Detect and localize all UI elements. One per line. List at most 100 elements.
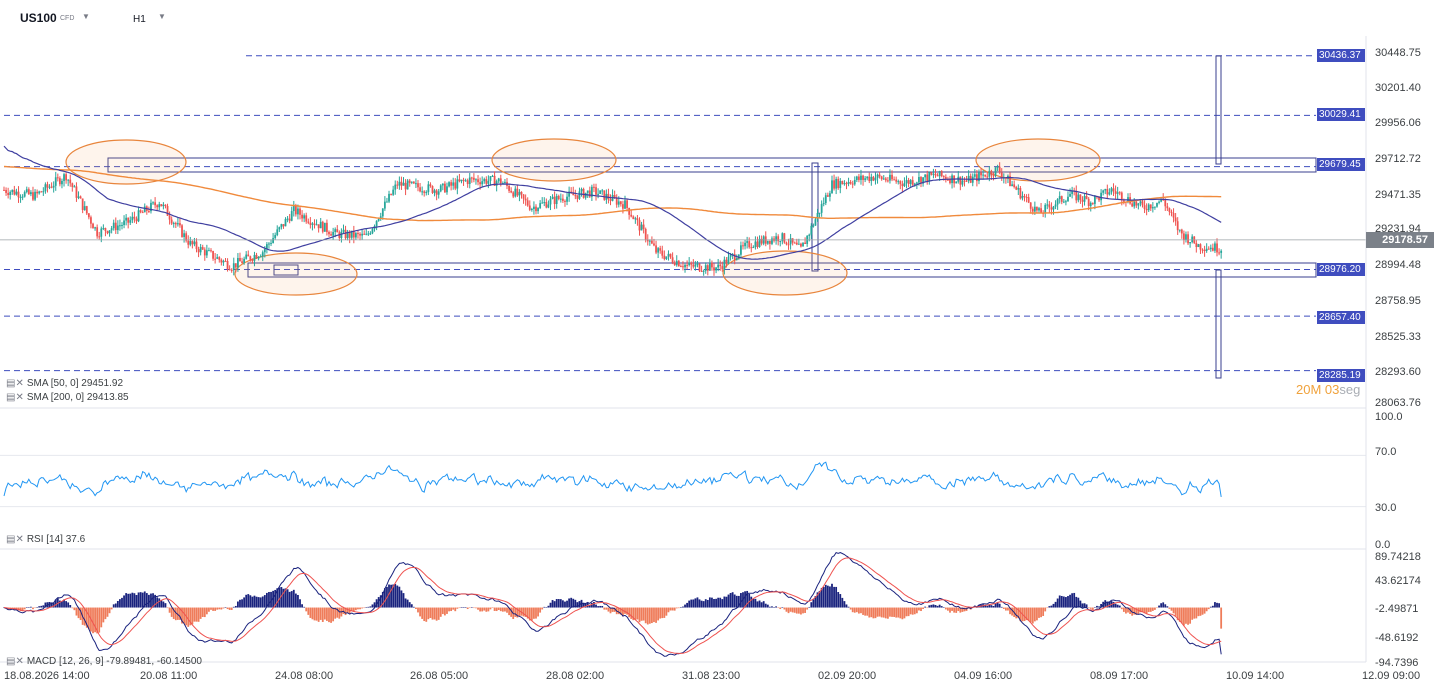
- macd-histogram-bar: [636, 607, 639, 620]
- macd-histogram-bar: [822, 586, 825, 608]
- candle-body: [1011, 184, 1013, 187]
- macd-histogram-bar: [369, 606, 372, 608]
- candle-body: [110, 228, 113, 231]
- macd-histogram-bar: [690, 599, 693, 608]
- macd-histogram-bar: [65, 601, 67, 608]
- macd-histogram-bar: [1120, 607, 1123, 610]
- candle-body: [595, 187, 597, 195]
- candle-body: [344, 229, 347, 239]
- candle-body: [1178, 229, 1181, 231]
- macd-histogram-bar: [783, 607, 786, 610]
- macd-histogram-bar: [510, 607, 513, 617]
- candle-body: [744, 242, 746, 247]
- candle-body: [584, 192, 587, 198]
- level-tag[interactable]: 28285.19: [1317, 369, 1365, 382]
- level-tag[interactable]: 30029.41: [1317, 108, 1365, 121]
- rsi-remove-icon[interactable]: ▤✕: [6, 534, 24, 545]
- macd-histogram-bar: [1122, 607, 1125, 612]
- macd-histogram-bar: [493, 607, 496, 611]
- macd-histogram-bar: [752, 598, 755, 608]
- macd-histogram-bar: [1216, 602, 1218, 608]
- macd-histogram-bar: [802, 607, 804, 614]
- macd-histogram-bar: [290, 591, 293, 608]
- macd-histogram-bar: [441, 607, 444, 615]
- macd-remove-icon[interactable]: ▤✕: [6, 656, 24, 667]
- macd-histogram-bar: [431, 607, 434, 620]
- macd-histogram-bar: [860, 607, 862, 614]
- sma50-remove-icon[interactable]: ▤✕: [6, 378, 24, 389]
- macd-histogram-bar: [864, 607, 867, 616]
- macd-histogram-bar: [1009, 607, 1011, 615]
- candle-body: [795, 242, 798, 245]
- macd-histogram-bar: [1081, 603, 1084, 608]
- symbol-selector[interactable]: US100: [20, 11, 57, 25]
- macd-histogram-bar: [1002, 607, 1005, 609]
- macd-histogram-bar: [278, 587, 281, 608]
- sma50-legend[interactable]: ▤✕ SMA [50, 0] 29451.92: [6, 378, 123, 389]
- candle-body: [319, 221, 322, 229]
- candle-body: [1195, 243, 1198, 248]
- symbol-dropdown-icon[interactable]: ▼: [82, 12, 90, 21]
- macd-histogram-bar: [795, 607, 798, 614]
- macd-histogram-bar: [870, 607, 873, 618]
- macd-histogram-bar: [241, 599, 243, 608]
- macd-histogram-bar: [439, 607, 442, 617]
- macd-histogram-bar: [1162, 602, 1165, 608]
- candle-body: [1098, 196, 1100, 201]
- macd-histogram-bar: [648, 607, 651, 624]
- candle-body: [1211, 247, 1214, 251]
- macd-histogram-bar: [791, 607, 794, 613]
- candle-body: [363, 233, 366, 235]
- small-box: [273, 264, 299, 276]
- candle-body: [708, 262, 711, 271]
- candle-body: [897, 181, 900, 183]
- macd-histogram-bar: [495, 607, 498, 612]
- price-scale-label: 30201.40: [1375, 82, 1421, 94]
- macd-histogram-bar: [25, 607, 28, 608]
- macd-histogram-bar: [1180, 607, 1183, 624]
- sma200-remove-icon[interactable]: ▤✕: [6, 392, 24, 403]
- candle-body: [170, 219, 173, 224]
- macd-histogram-bar: [1151, 607, 1154, 611]
- candle-body: [688, 262, 691, 266]
- candle-body: [34, 191, 36, 200]
- candle-body: [1017, 188, 1020, 190]
- macd-legend[interactable]: ▤✕ MACD [12, 26, 9] -79.89481, -60.14500: [6, 656, 202, 667]
- rsi-legend[interactable]: ▤✕ RSI [14] 37.6: [6, 534, 85, 545]
- candle-body: [824, 195, 827, 204]
- support-zone: [247, 262, 1317, 278]
- level-tag[interactable]: 28976.20: [1317, 263, 1365, 276]
- candle-body: [390, 193, 392, 195]
- candle-body: [588, 190, 591, 197]
- macd-histogram-bar: [79, 607, 82, 621]
- macd-histogram-bar: [874, 607, 877, 619]
- candle-body: [1093, 196, 1096, 204]
- moving-averages: [0, 145, 1366, 260]
- level-tag[interactable]: 28657.40: [1317, 311, 1365, 324]
- candle-body: [330, 234, 332, 236]
- level-tag[interactable]: 30436.37: [1317, 49, 1365, 62]
- macd-histogram-bar: [394, 583, 397, 608]
- macd-histogram-bar: [764, 603, 767, 608]
- macd-histogram-bar: [605, 607, 608, 610]
- sma200-legend[interactable]: ▤✕ SMA [200, 0] 29413.85: [6, 392, 129, 403]
- timeframe-selector[interactable]: H1: [133, 14, 146, 25]
- timeframe-dropdown-icon[interactable]: ▼: [158, 12, 166, 21]
- candle-body: [1071, 190, 1074, 194]
- candle-body: [922, 177, 924, 184]
- candle-body: [721, 266, 724, 270]
- candle-body: [1110, 188, 1113, 193]
- sma50-line: [3, 145, 1222, 260]
- macd-histogram-bar: [1031, 607, 1034, 624]
- level-tag[interactable]: 29679.45: [1317, 158, 1365, 171]
- candle-body: [677, 260, 680, 267]
- candle-body: [135, 218, 138, 222]
- macd-histogram-bar: [737, 595, 740, 608]
- macd-histogram-bar: [460, 607, 463, 608]
- macd-histogram-bar: [346, 607, 349, 614]
- candle-body: [218, 257, 221, 260]
- macd-histogram-bar: [1139, 607, 1142, 613]
- candle-body: [119, 225, 121, 227]
- macd-histogram-bar: [477, 607, 479, 610]
